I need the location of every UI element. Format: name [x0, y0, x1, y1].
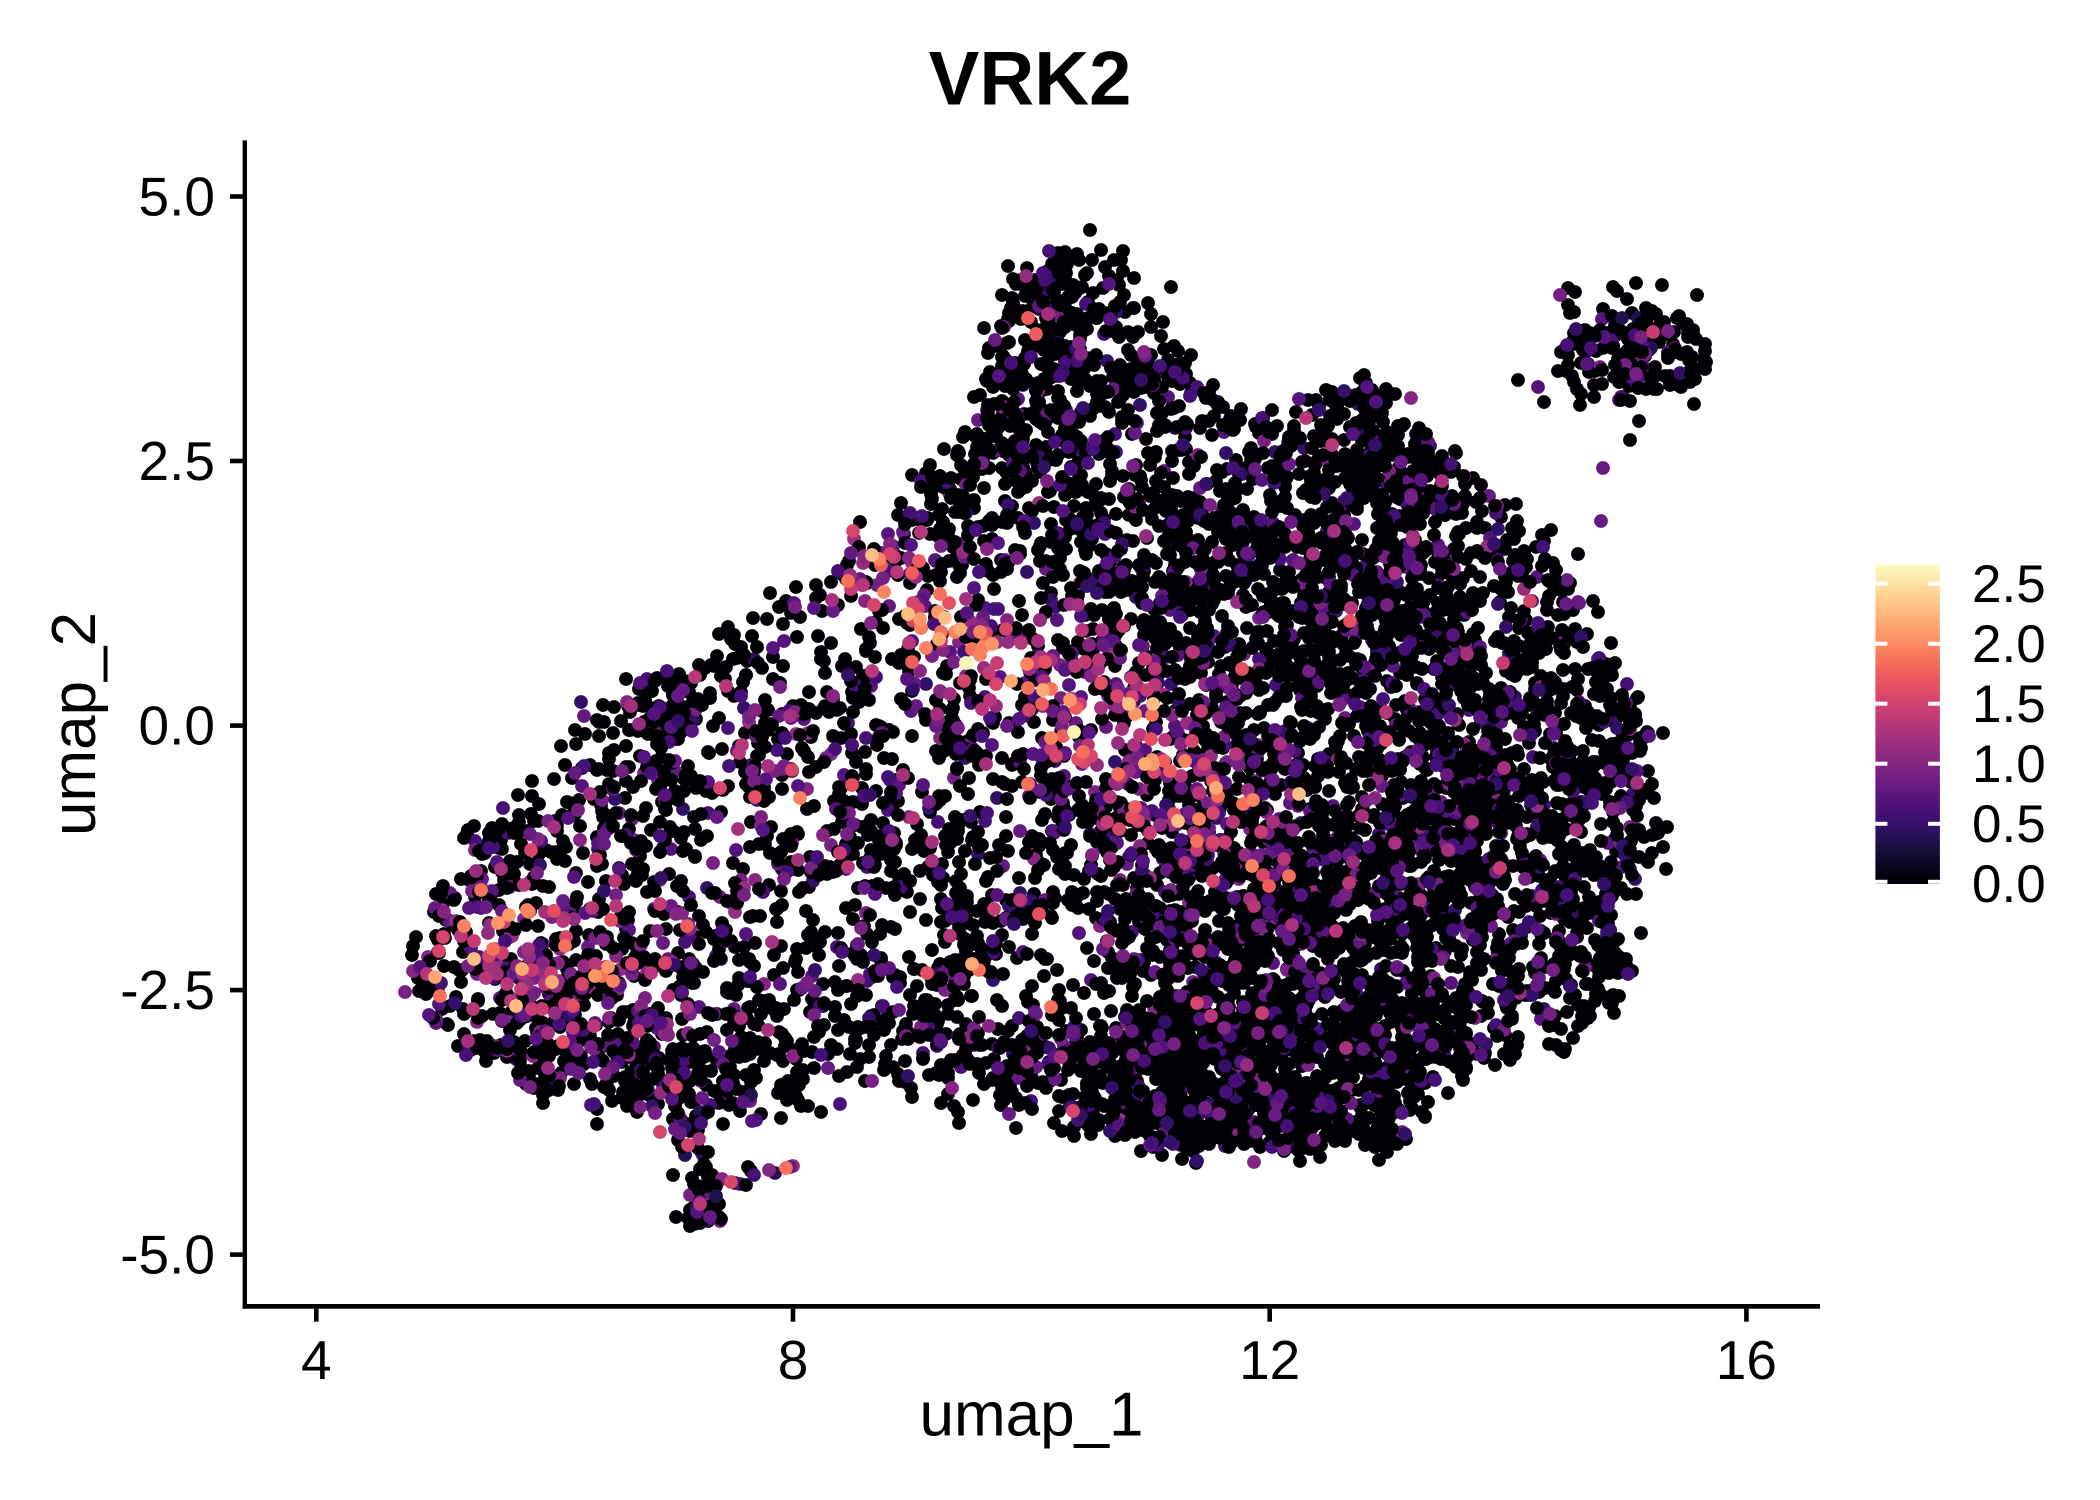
svg-text:0.0: 0.0 [139, 695, 215, 757]
svg-text:umap_1: umap_1 [919, 1381, 1143, 1450]
svg-text:12: 12 [1239, 1329, 1300, 1391]
svg-text:8: 8 [778, 1329, 809, 1391]
svg-text:1.0: 1.0 [1972, 735, 2046, 794]
svg-text:5.0: 5.0 [139, 165, 215, 227]
svg-text:4: 4 [301, 1329, 332, 1391]
svg-text:2.5: 2.5 [1972, 555, 2046, 614]
svg-text:umap_2: umap_2 [40, 612, 109, 836]
svg-text:0.0: 0.0 [1972, 855, 2046, 914]
svg-text:2.5: 2.5 [139, 430, 215, 492]
svg-text:VRK2: VRK2 [929, 37, 1132, 122]
svg-text:-2.5: -2.5 [120, 959, 215, 1021]
svg-text:2.0: 2.0 [1972, 615, 2046, 674]
svg-text:16: 16 [1716, 1329, 1777, 1391]
svg-text:1.5: 1.5 [1972, 675, 2046, 734]
svg-text:-5.0: -5.0 [120, 1224, 215, 1286]
svg-text:0.5: 0.5 [1972, 795, 2046, 854]
